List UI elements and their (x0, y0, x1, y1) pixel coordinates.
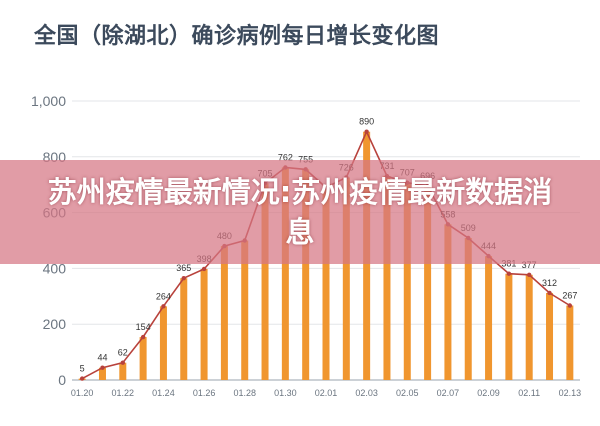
x-tick-label: 01.28 (233, 388, 256, 398)
bar (261, 183, 269, 380)
trend-point (506, 271, 512, 276)
bar (302, 169, 310, 380)
trend-point (161, 304, 166, 309)
trend-point (201, 266, 207, 272)
x-tick-label: 02.13 (559, 388, 582, 398)
y-tick-label: 1,000 (31, 93, 66, 109)
x-tick-label: 02.07 (437, 388, 460, 398)
bar (281, 167, 289, 380)
bar (220, 246, 228, 380)
trend-point (79, 376, 85, 381)
y-tick-label: 200 (43, 316, 67, 332)
trend-point (100, 365, 105, 370)
bar (139, 337, 147, 380)
bar (525, 274, 533, 380)
bar (383, 176, 391, 380)
trend-point (181, 275, 186, 281)
overlay-banner-text: 苏州疫情最新情况:苏州疫情最新数据消息 (47, 175, 553, 249)
overlay-banner (0, 160, 600, 264)
data-label: 267 (562, 291, 577, 301)
y-tick-label: 400 (43, 260, 67, 276)
x-tick-label: 01.26 (193, 388, 216, 398)
data-label: 264 (156, 291, 171, 301)
bar (424, 185, 432, 380)
bar (403, 182, 411, 380)
bar (119, 362, 127, 380)
bar (180, 278, 188, 380)
data-label: 312 (542, 278, 557, 288)
data-label: 377 (522, 260, 537, 270)
bar (241, 240, 249, 380)
x-tick-label: 02.09 (477, 388, 500, 398)
bar (464, 237, 472, 380)
data-label: 365 (176, 263, 191, 273)
data-label: 44 (97, 353, 107, 363)
trend-point (567, 303, 573, 308)
bar (505, 273, 513, 380)
data-label: 154 (136, 322, 151, 332)
bar (200, 268, 208, 380)
bar (546, 292, 554, 380)
trend-point (527, 272, 532, 278)
bar (566, 305, 574, 380)
x-tick-label: 01.20 (71, 388, 94, 398)
bar (159, 306, 167, 380)
chart-title: 全国（除湖北）确诊病例每日增长变化图 (34, 24, 440, 49)
trend-point (120, 360, 126, 365)
bar (444, 224, 452, 380)
bar (485, 256, 493, 380)
x-tick-label: 01.22 (112, 388, 135, 398)
trend-point (547, 290, 552, 296)
y-tick-label: 0 (58, 372, 66, 388)
x-tick-label: 01.24 (152, 388, 175, 398)
x-tick-label: 02.11 (518, 388, 540, 398)
data-label: 755 (298, 154, 313, 164)
data-label: 62 (118, 348, 128, 358)
trend-point (140, 334, 146, 340)
x-tick-label: 01.30 (274, 388, 297, 398)
bar (98, 367, 106, 380)
x-tick-label: 02.03 (355, 388, 378, 398)
bar (342, 177, 350, 380)
data-label: 890 (359, 117, 374, 127)
data-label: 5 (80, 364, 85, 374)
bar (322, 187, 330, 380)
x-tick-label: 02.05 (396, 388, 419, 398)
x-tick-label: 02.01 (315, 388, 338, 398)
trend-point (364, 129, 369, 134)
data-label: 762 (278, 152, 293, 162)
